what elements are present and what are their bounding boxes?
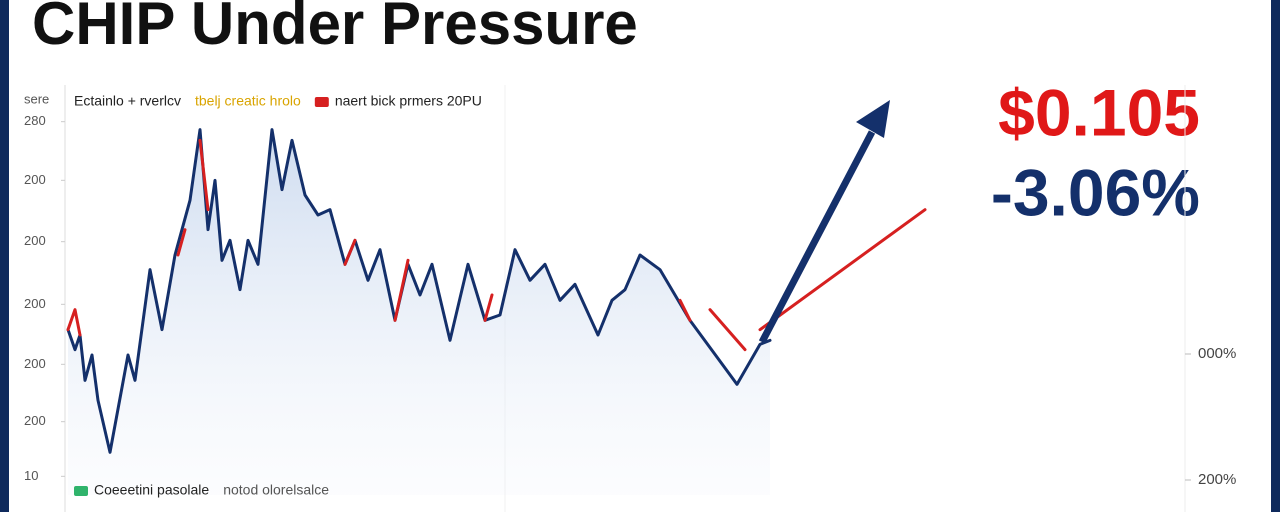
right-border bbox=[1271, 0, 1280, 512]
price: $0.105 bbox=[998, 75, 1200, 149]
trend-arrow bbox=[758, 130, 876, 344]
legend-text: Coeeetini pasolale bbox=[94, 482, 209, 498]
legend-text: naert bick prmers 20PU bbox=[335, 93, 482, 109]
left-border bbox=[0, 0, 9, 512]
legend-marker bbox=[74, 486, 88, 496]
legend-marker bbox=[314, 97, 329, 107]
y-axis-label: sere bbox=[24, 91, 49, 106]
legend-text: notod olorelsalce bbox=[223, 482, 329, 498]
legend-text: tbelj creatic hrolo bbox=[195, 93, 301, 109]
trend-arrowhead bbox=[856, 100, 890, 138]
line bbox=[483, 293, 494, 322]
y2-tick-label: 200% bbox=[1198, 471, 1236, 488]
y2-tick-label: 000% bbox=[1198, 345, 1236, 362]
line bbox=[393, 258, 410, 322]
y-tick-label: 200 bbox=[24, 296, 46, 311]
chart-title: CHIP Under Pressure bbox=[32, 0, 638, 57]
line bbox=[708, 308, 747, 352]
line bbox=[678, 298, 692, 322]
line bbox=[343, 238, 357, 266]
legend-text: Ectainlo + rverlcv bbox=[74, 93, 181, 109]
y-tick-label: 200 bbox=[24, 356, 46, 371]
y-tick-label: 10 bbox=[24, 468, 38, 483]
line bbox=[66, 308, 82, 337]
line bbox=[66, 128, 772, 454]
y-tick-label: 200 bbox=[24, 233, 46, 248]
change: -3.06% bbox=[991, 155, 1200, 229]
y-tick-label: 200 bbox=[24, 172, 46, 187]
y-tick-label: 280 bbox=[24, 113, 46, 128]
line bbox=[198, 138, 210, 212]
line bbox=[176, 228, 187, 257]
y-tick-label: 200 bbox=[24, 413, 46, 428]
area bbox=[68, 129, 770, 495]
line bbox=[758, 208, 927, 332]
